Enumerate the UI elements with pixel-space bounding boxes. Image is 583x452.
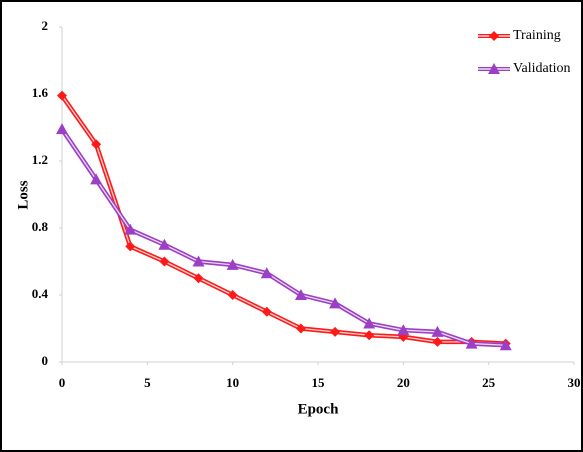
y-axis-label: Loss <box>15 180 31 209</box>
legend-label: Training <box>513 28 561 43</box>
marker <box>260 267 273 279</box>
marker <box>261 306 272 317</box>
marker <box>295 323 306 334</box>
x-tick-label: 20 <box>397 375 410 390</box>
marker <box>465 337 478 349</box>
marker <box>364 330 375 341</box>
marker <box>431 325 444 337</box>
y-tick-label: 0 <box>42 353 49 368</box>
series-line-inner <box>61 128 506 346</box>
marker <box>158 238 171 250</box>
marker <box>90 173 103 185</box>
x-tick-label: 25 <box>482 375 496 390</box>
marker <box>294 289 307 300</box>
marker <box>432 336 443 347</box>
marker <box>91 139 102 150</box>
marker <box>57 90 67 101</box>
marker <box>329 297 342 309</box>
marker <box>363 317 376 329</box>
marker <box>56 123 68 135</box>
x-tick-label: 10 <box>226 375 239 390</box>
y-tick-label: 0.8 <box>32 219 49 234</box>
marker <box>227 290 238 300</box>
marker <box>124 223 137 235</box>
marker <box>489 31 499 41</box>
marker <box>499 339 512 351</box>
marker <box>397 324 410 336</box>
y-tick-label: 1.6 <box>32 85 49 100</box>
y-tick-label: 1.2 <box>32 152 48 167</box>
marker <box>226 258 239 270</box>
legend-label: Validation <box>513 61 571 76</box>
marker <box>488 63 500 74</box>
marker <box>125 241 136 252</box>
series-line-inner <box>61 95 506 345</box>
x-tick-label: 0 <box>59 375 66 390</box>
x-tick-label: 30 <box>568 375 581 390</box>
x-tick-label: 5 <box>144 375 151 390</box>
x-axis-label: Epoch <box>298 401 340 417</box>
marker <box>193 273 204 284</box>
marker <box>192 255 205 267</box>
marker <box>159 256 170 267</box>
x-tick-label: 15 <box>312 375 326 390</box>
y-tick-label: 2 <box>42 18 49 33</box>
marker <box>330 326 341 337</box>
y-tick-label: 0.4 <box>32 286 49 301</box>
